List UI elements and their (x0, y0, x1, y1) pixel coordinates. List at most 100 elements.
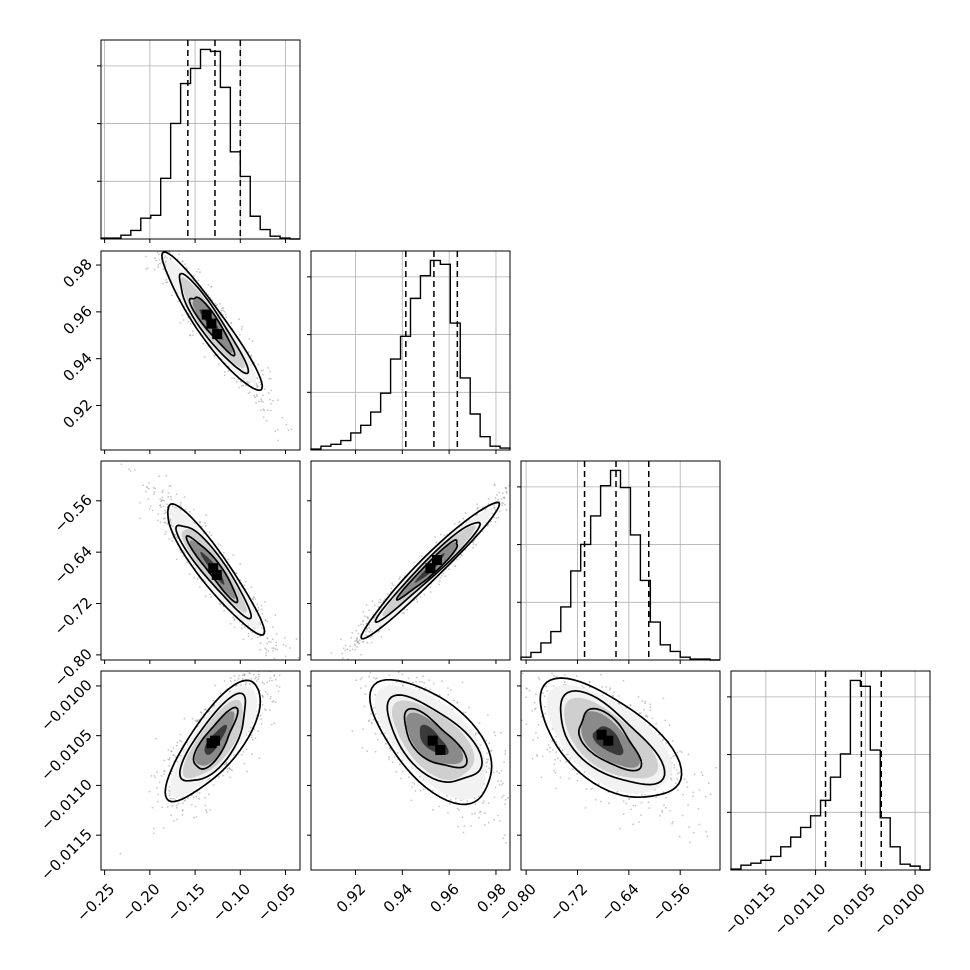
sample-point (174, 756, 177, 758)
sample-point (158, 475, 161, 478)
sample-point (212, 784, 215, 786)
panel-content-0 (145, 251, 293, 442)
sample-point (358, 639, 361, 642)
sample-point (414, 790, 417, 792)
sample-point (442, 572, 445, 575)
sample-point (262, 664, 264, 666)
sample-point (487, 714, 489, 716)
sample-point (168, 794, 171, 797)
sample-point (276, 428, 279, 431)
sample-point (247, 392, 250, 395)
sample-point (171, 770, 174, 773)
sample-point (257, 678, 260, 681)
sample-point (170, 524, 173, 527)
sample-point (180, 551, 182, 554)
sample-point (257, 730, 260, 733)
sample-point (184, 263, 187, 265)
sample-point (494, 521, 497, 523)
sample-point (426, 664, 428, 666)
sample-point (219, 544, 222, 547)
sample-point (266, 669, 268, 671)
sample-point (681, 751, 683, 753)
sample-point (665, 742, 667, 744)
sample-point (241, 624, 243, 626)
sample-point (415, 681, 417, 683)
sample-point (157, 800, 159, 803)
sample-point (368, 623, 371, 626)
sample-point (204, 595, 207, 598)
hist-bar-1-10 (411, 298, 421, 450)
sample-point (388, 674, 390, 676)
sample-point (609, 687, 612, 689)
sample-point (233, 377, 236, 380)
hist-bar-3-2 (751, 863, 761, 870)
sample-point (204, 797, 207, 799)
sample-point (357, 632, 360, 635)
sample-point (246, 655, 248, 657)
sample-point (252, 596, 255, 599)
sample-point (213, 354, 216, 357)
sample-point (408, 776, 410, 779)
sample-point (393, 667, 395, 669)
sample-point (443, 534, 446, 537)
sample-point (500, 498, 503, 500)
sample-point (619, 827, 621, 830)
sample-point (245, 682, 248, 684)
panel-frame-1-3 (310, 670, 511, 871)
sample-point (407, 677, 410, 680)
sample-point (389, 655, 391, 657)
sample-point (505, 490, 508, 493)
sample-point (362, 620, 364, 622)
sample-point (192, 796, 195, 799)
sample-point (244, 684, 247, 686)
sample-point (264, 709, 267, 711)
hist-bar-1-2 (331, 444, 341, 450)
sample-point (470, 825, 472, 827)
sample-point (572, 768, 574, 770)
sample-point (399, 576, 401, 578)
sample-point (160, 775, 163, 777)
hist-bar-2-8 (601, 486, 611, 660)
sample-point (207, 284, 210, 286)
sample-point (268, 680, 271, 682)
sample-point (500, 780, 502, 782)
sample-point (153, 491, 156, 494)
sample-point (432, 808, 434, 811)
sample-point (220, 309, 223, 312)
sample-point (498, 491, 501, 494)
sample-point (256, 636, 259, 639)
sample-point (373, 616, 376, 619)
sample-point (184, 508, 187, 511)
sample-point (210, 285, 213, 288)
sample-point (472, 543, 475, 546)
hist-bar-1-11 (420, 276, 430, 450)
sample-point (254, 677, 256, 680)
sample-point (175, 804, 178, 807)
sample-point (167, 492, 170, 494)
sample-point (266, 693, 269, 695)
sample-point (415, 676, 418, 679)
sample-point (271, 649, 273, 651)
sample-point (192, 508, 195, 511)
sample-point (275, 633, 278, 635)
sample-point (224, 371, 226, 373)
sample-point (487, 802, 490, 805)
sample-point (257, 646, 259, 648)
sample-point (498, 783, 501, 786)
sample-point (373, 604, 376, 607)
density-peak-1 (432, 555, 442, 565)
sample-point (368, 675, 370, 678)
sample-point (512, 504, 514, 506)
sample-point (225, 316, 228, 318)
sample-point (189, 334, 192, 337)
sample-point (364, 693, 367, 695)
sample-point (359, 678, 362, 681)
sample-point (319, 662, 321, 664)
sample-point (128, 468, 130, 470)
sample-point (504, 803, 507, 806)
sample-point (167, 749, 170, 751)
sample-point (349, 649, 351, 652)
sample-point (161, 496, 164, 499)
sample-point (269, 398, 271, 401)
sample-point (501, 492, 504, 495)
